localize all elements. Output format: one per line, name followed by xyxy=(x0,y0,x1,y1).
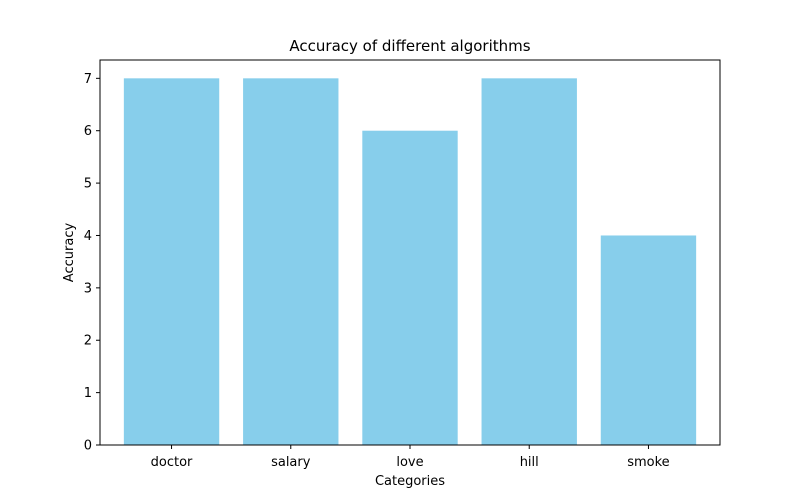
x-tick-label-hill: hill xyxy=(520,455,539,470)
y-tick-label: 4 xyxy=(84,229,92,244)
bar-hill xyxy=(481,78,577,445)
bar-smoke xyxy=(600,235,697,445)
x-tick-label-love: love xyxy=(396,455,423,470)
y-axis-ticks: 0 1 2 3 4 5 6 7 xyxy=(84,72,100,454)
y-tick-label: 2 xyxy=(84,334,92,349)
bars-layer xyxy=(123,78,697,445)
x-axis-ticks: doctor salary love hill smoke xyxy=(151,445,670,470)
x-tick-label-salary: salary xyxy=(271,455,311,470)
x-tick-label-doctor: doctor xyxy=(151,455,193,470)
y-tick-label: 1 xyxy=(84,386,92,401)
y-axis-label: Accuracy xyxy=(62,223,77,283)
bar-doctor xyxy=(123,78,220,445)
y-tick-label: 0 xyxy=(84,439,92,454)
x-tick-label-smoke: smoke xyxy=(627,455,669,470)
bar-salary xyxy=(243,78,339,445)
y-tick-label: 5 xyxy=(84,177,92,192)
plot-frame xyxy=(99,59,721,446)
y-tick-label: 6 xyxy=(84,124,92,139)
chart-title: Accuracy of different algorithms xyxy=(289,37,530,55)
bar-love xyxy=(362,130,458,445)
y-tick-label: 3 xyxy=(84,281,92,296)
y-tick-label: 7 xyxy=(84,72,92,87)
x-axis-label: Categories xyxy=(375,474,445,489)
